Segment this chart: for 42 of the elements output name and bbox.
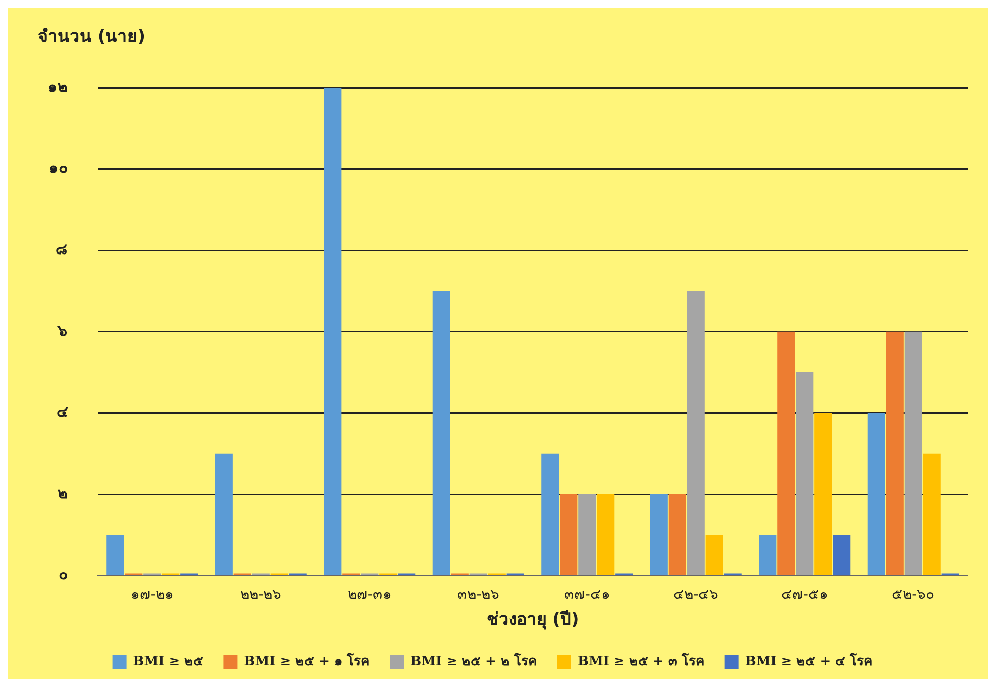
bar (578, 494, 596, 576)
bar (542, 454, 560, 576)
legend-label: BMI ≥ ๒๕ + ๑ โรค (244, 652, 370, 670)
bar (560, 494, 578, 576)
bar (215, 454, 233, 576)
bar (668, 494, 686, 576)
x-tick-label: ๑๗-๒๑ (130, 586, 174, 603)
x-tick-label: ๒๗-๓๑ (348, 586, 392, 603)
x-tick-label: ๕๒-๖๐ (892, 586, 936, 603)
y-tick-label: ๑๒ (48, 78, 68, 96)
legend-label: BMI ≥ ๒๕ + ๒ โรค (410, 652, 538, 670)
bar (868, 413, 886, 576)
bar (597, 494, 615, 576)
x-tick-label: ๓๗-๔๑ (564, 586, 610, 603)
bar (106, 535, 124, 576)
bar (904, 332, 922, 576)
legend-label: BMI ≥ ๒๕ + ๔ โรค (745, 652, 874, 670)
bar (706, 535, 724, 576)
legend-label: BMI ≥ ๒๕ (133, 654, 204, 670)
x-tick-label: ๓๒-๒๖ (458, 586, 500, 603)
bar (778, 332, 796, 576)
x-axis-title: ช่วงอายุ (ปี) (486, 609, 580, 630)
bar (759, 535, 777, 576)
y-tick-label: ๒ (58, 484, 68, 502)
bar (833, 535, 851, 576)
y-tick-label: ๖ (57, 322, 68, 340)
bar (814, 413, 832, 576)
bar (886, 332, 904, 576)
y-tick-label: ๐ (59, 566, 68, 584)
y-tick-label: ๘ (56, 240, 68, 258)
x-tick-label: ๒๒-๒๖ (240, 586, 282, 603)
x-tick-label: ๔๒-๔๖ (674, 586, 719, 603)
bar (432, 291, 450, 576)
bar (687, 291, 705, 576)
legend-label: BMI ≥ ๒๕ + ๓ โรค (578, 652, 705, 670)
x-tick-label: ๔๗-๕๑ (781, 586, 828, 603)
y-tick-label: ๔ (57, 403, 69, 422)
bar (796, 372, 814, 576)
y-axis-title: จำนวน (นาย) (37, 26, 146, 49)
bar (923, 454, 941, 576)
y-tick-label: ๑๐ (49, 159, 68, 178)
bar (650, 494, 668, 576)
